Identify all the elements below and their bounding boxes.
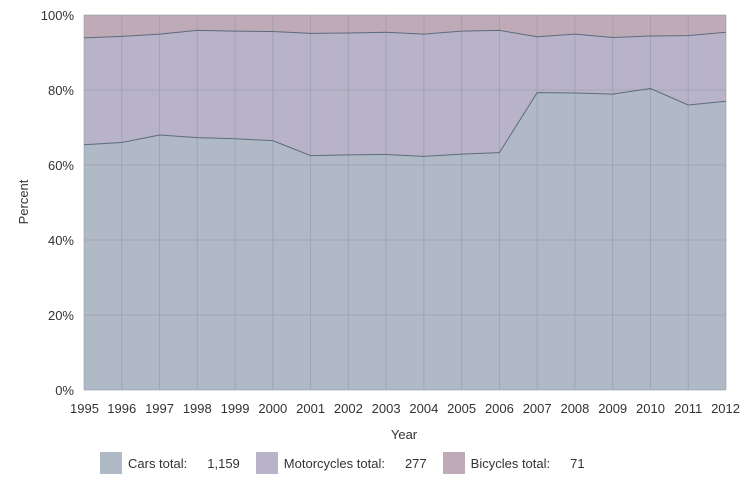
y-axis-title: Percent xyxy=(16,179,31,224)
legend: Cars total: 1,159 Motorcycles total: 277… xyxy=(100,450,601,476)
series-line-cars xyxy=(83,87,727,157)
legend-item-cars[interactable]: Cars total: 1,159 xyxy=(100,452,240,474)
legend-item-bicycles[interactable]: Bicycles total: 71 xyxy=(442,452,585,474)
legend-total-motorcycles: 277 xyxy=(404,455,427,471)
y-tick-label: 0% xyxy=(55,383,74,398)
legend-label-cars: Cars total: xyxy=(128,455,188,471)
x-tick-label: 2002 xyxy=(334,401,363,416)
x-tick-label: 1995 xyxy=(70,401,99,416)
x-tick-label: 2001 xyxy=(296,401,325,416)
x-tick-label: 2010 xyxy=(636,401,665,416)
x-tick-label: 2003 xyxy=(372,401,401,416)
area-bicycles[interactable] xyxy=(84,15,726,38)
x-tick-label: 2005 xyxy=(447,401,476,416)
series-line-motorcycles xyxy=(83,29,727,39)
legend-swatch-cars xyxy=(100,452,122,474)
x-tick-label: 2007 xyxy=(523,401,552,416)
legend-item-motorcycles[interactable]: Motorcycles total: 277 xyxy=(255,452,427,474)
legend-label-bicycles: Bicycles total: xyxy=(470,455,551,471)
x-axis-title: Year xyxy=(391,427,418,442)
legend-total-cars: 1,159 xyxy=(207,455,240,471)
legend-label-motorcycles: Motorcycles total: xyxy=(283,455,385,471)
grid-layer xyxy=(83,14,727,391)
x-tick-label: 2011 xyxy=(674,401,702,416)
y-tick-label: 20% xyxy=(48,308,74,323)
x-tick-label: 2006 xyxy=(485,401,514,416)
y-tick-label: 40% xyxy=(48,233,74,248)
x-tick-label: 1996 xyxy=(107,401,136,416)
legend-swatch-bicycles xyxy=(442,452,465,474)
y-tick-label: 100% xyxy=(41,8,75,23)
area-layer xyxy=(84,15,726,390)
x-tick-label: 1999 xyxy=(221,401,250,416)
x-tick-label: 2012 xyxy=(711,401,740,416)
legend-total-bicycles: 71 xyxy=(570,455,585,471)
chart-svg: 0% 20% 40% 60% 80% 100% 1995 1996 1997 1998 1999 2… xyxy=(16,8,740,442)
y-tick-label: 60% xyxy=(48,158,74,173)
legend-swatch-motorcycles xyxy=(255,452,278,474)
x-tick-label: 1998 xyxy=(183,401,212,416)
y-axis-ticks: 0% 20% 40% 60% 80% 100% xyxy=(41,8,75,398)
x-tick-label: 2000 xyxy=(258,401,287,416)
x-axis-ticks: 1995 1996 1997 1998 1999 2000 2001 2002 2003 2004… xyxy=(70,401,740,416)
x-tick-label: 2009 xyxy=(598,401,627,416)
series-line-layer xyxy=(83,29,727,157)
x-tick-label: 1997 xyxy=(145,401,174,416)
y-tick-label: 80% xyxy=(48,83,74,98)
x-tick-label: 2004 xyxy=(409,401,438,416)
x-tick-label: 2008 xyxy=(560,401,589,416)
area-motorcycles[interactable] xyxy=(84,30,726,157)
